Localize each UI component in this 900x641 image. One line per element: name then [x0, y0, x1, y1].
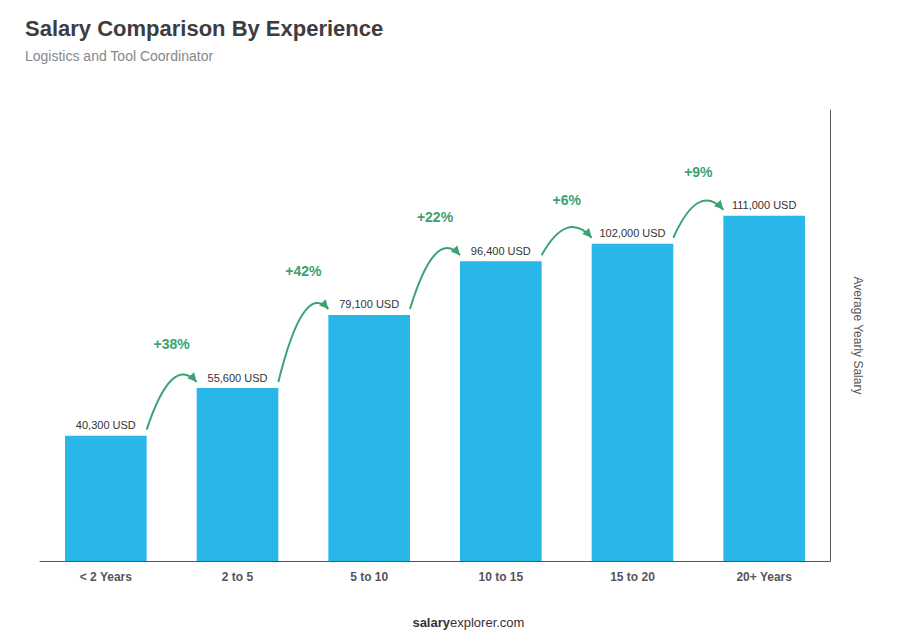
svg-text:salary: salary [412, 615, 450, 630]
svg-text:Logistics and Tool Coordinator: Logistics and Tool Coordinator [25, 48, 213, 64]
svg-text:5 to 10: 5 to 10 [350, 570, 388, 584]
svg-text:15 to 20: 15 to 20 [610, 570, 655, 584]
svg-text:Average Yearly Salary: Average Yearly Salary [851, 277, 865, 395]
svg-text:+6%: +6% [552, 192, 581, 208]
svg-text:96,400 USD: 96,400 USD [471, 245, 531, 257]
svg-text:20+ Years: 20+ Years [736, 570, 792, 584]
svg-text:111,000 USD: 111,000 USD [732, 199, 796, 211]
svg-text:explorer.com: explorer.com [450, 615, 524, 630]
svg-text:+22%: +22% [417, 209, 454, 225]
svg-text:102,000 USD: 102,000 USD [599, 227, 665, 239]
svg-text:10 to 15: 10 to 15 [478, 570, 523, 584]
svg-text:Salary Comparison By Experienc: Salary Comparison By Experience [25, 16, 383, 41]
svg-text:+9%: +9% [684, 164, 713, 180]
svg-text:55,600 USD: 55,600 USD [208, 372, 268, 384]
svg-text:+42%: +42% [285, 263, 322, 279]
svg-text:+38%: +38% [154, 336, 191, 352]
svg-text:79,100 USD: 79,100 USD [339, 298, 399, 310]
svg-text:40,300 USD: 40,300 USD [76, 419, 136, 431]
svg-text:< 2 Years: < 2 Years [80, 570, 132, 584]
svg-text:2 to 5: 2 to 5 [222, 570, 254, 584]
